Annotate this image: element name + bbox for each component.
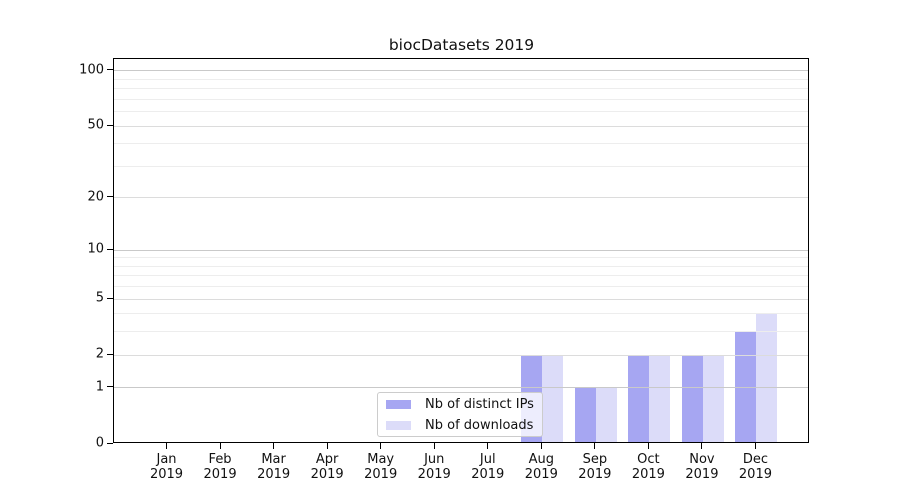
gridline-y-9 <box>114 257 808 259</box>
gridline-y-1 <box>114 387 808 389</box>
gridline-y-7 <box>114 275 808 277</box>
legend: Nb of distinct IPs Nb of downloads <box>377 392 543 437</box>
y-tick-label-1: 1 <box>95 379 104 395</box>
bar-distinct-ips-sep <box>574 387 596 442</box>
gridline-y-60 <box>114 111 808 113</box>
gridline-y-6 <box>114 286 808 288</box>
y-tick-label-10: 10 <box>87 241 104 257</box>
x-tick-label-apr: Apr 2019 <box>310 452 344 482</box>
x-tick-label-jul: Jul 2019 <box>471 452 505 482</box>
bar-distinct-ips-dec <box>735 331 757 442</box>
x-tick-label-aug: Aug 2019 <box>524 452 558 482</box>
x-tick-sep <box>594 443 596 449</box>
x-tick-dec <box>754 443 756 449</box>
x-tick-label-jan: Jan 2019 <box>149 452 184 482</box>
y-tick-1 <box>107 386 113 388</box>
legend-item-distinct-ips: Nb of distinct IPs <box>386 395 534 413</box>
y-tick-label-20: 20 <box>87 189 104 205</box>
x-tick-apr <box>326 443 328 449</box>
gridline-y-80 <box>114 88 808 90</box>
x-tick-label-feb: Feb 2019 <box>203 452 237 482</box>
x-tick-label-mar: Mar 2019 <box>257 452 291 482</box>
bar-downloads-sep <box>595 387 617 442</box>
bar-distinct-ips-nov <box>681 355 703 442</box>
gridline-y-30 <box>114 165 808 167</box>
x-tick-mar <box>273 443 275 449</box>
x-tick-nov <box>701 443 703 449</box>
gridline-y-100 <box>114 70 808 72</box>
legend-label-distinct-ips: Nb of distinct IPs <box>425 396 534 412</box>
legend-swatch-downloads <box>386 420 411 430</box>
bar-distinct-ips-oct <box>628 355 650 442</box>
x-tick-label-sep: Sep 2019 <box>578 452 612 482</box>
x-tick-label-jun: Jun 2019 <box>417 452 451 482</box>
legend-swatch-distinct-ips <box>386 399 411 409</box>
x-tick-label-may: May 2019 <box>364 452 398 482</box>
x-tick-label-nov: Nov 2019 <box>685 452 719 482</box>
y-tick-label-0: 0 <box>95 435 104 451</box>
bar-downloads-nov <box>702 355 724 442</box>
x-tick-jan <box>166 443 168 449</box>
gridline-y-40 <box>114 143 808 145</box>
gridline-y-5 <box>114 298 808 300</box>
x-tick-jun <box>433 443 435 449</box>
y-tick-20 <box>107 196 113 198</box>
chart-title: biocDatasets 2019 <box>388 36 535 54</box>
x-tick-feb <box>219 443 221 449</box>
gridline-y-10 <box>114 249 808 251</box>
y-tick-10 <box>107 248 113 250</box>
x-tick-may <box>380 443 382 449</box>
y-tick-label-5: 5 <box>95 290 104 306</box>
bars-layer <box>114 59 808 442</box>
gridline-y-4 <box>114 313 808 315</box>
y-tick-50 <box>107 124 113 126</box>
y-tick-0 <box>107 442 113 444</box>
gridline-y-50 <box>114 125 808 127</box>
gridline-y-70 <box>114 98 808 100</box>
x-tick-oct <box>647 443 649 449</box>
legend-item-downloads: Nb of downloads <box>386 416 534 434</box>
y-tick-label-100: 100 <box>79 62 104 78</box>
gridline-y-8 <box>114 265 808 267</box>
x-tick-aug <box>540 443 542 449</box>
y-tick-2 <box>107 353 113 355</box>
gridline-y-3 <box>114 331 808 333</box>
y-tick-5 <box>107 297 113 299</box>
bar-downloads-aug <box>542 355 564 442</box>
grid-layer <box>114 59 808 442</box>
plot-area: Nb of distinct IPs Nb of downloads <box>113 58 809 443</box>
y-tick-100 <box>107 69 113 71</box>
bar-downloads-oct <box>649 355 671 442</box>
y-tick-label-50: 50 <box>87 117 104 133</box>
legend-label-downloads: Nb of downloads <box>425 417 534 433</box>
gridline-y-90 <box>114 78 808 80</box>
bar-downloads-dec <box>756 313 778 442</box>
x-tick-jul <box>487 443 489 449</box>
y-tick-label-2: 2 <box>95 346 104 362</box>
x-tick-label-dec: Dec 2019 <box>738 452 772 482</box>
gridline-y-2 <box>114 354 808 356</box>
gridline-y-20 <box>114 197 808 199</box>
x-tick-label-oct: Oct 2019 <box>631 452 665 482</box>
